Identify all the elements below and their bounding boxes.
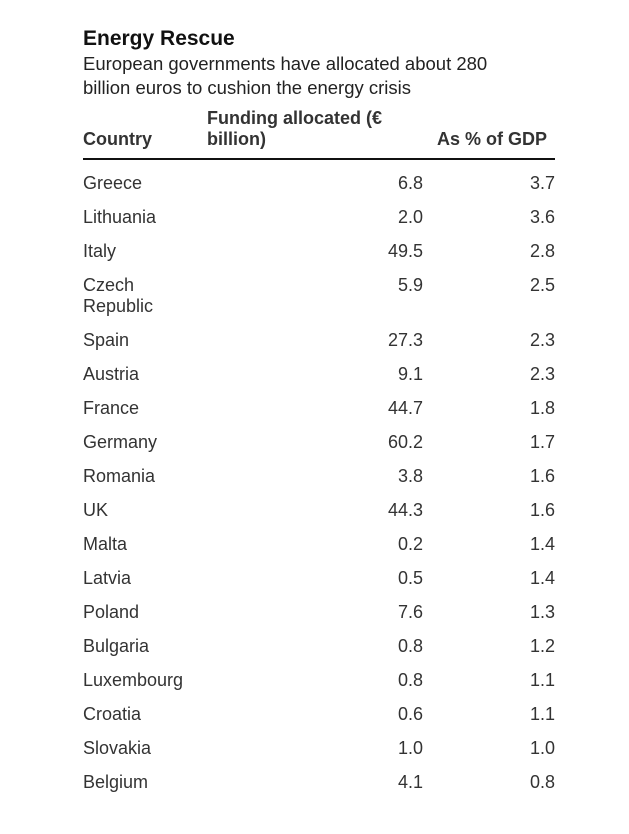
table-header-row: Country Funding allocated (€ billion) As…: [83, 108, 555, 160]
cell-country: Romania: [83, 466, 156, 486]
cell-gdp: 1.6: [529, 500, 555, 520]
cell-funding: 3.8: [397, 466, 423, 486]
cell-gdp: 1.3: [529, 602, 555, 622]
cell-country: Malta: [83, 534, 128, 554]
cell-funding: 6.8: [397, 173, 423, 193]
cell-funding: 0.6: [397, 704, 423, 724]
table-row: Luxembourg 0.8 1.1: [83, 664, 555, 698]
table-row: Czech Republic 5.9 2.5: [83, 269, 555, 324]
table-row: Belgium 4.1 0.8: [83, 766, 555, 800]
table-row: Spain 27.3 2.3: [83, 324, 555, 358]
cell-gdp: 1.6: [529, 466, 555, 486]
column-header-country: Country: [83, 108, 207, 160]
table-row: Romania 3.8 1.6: [83, 460, 555, 494]
table-row: Lithuania 2.0 3.6: [83, 201, 555, 235]
table-row: Poland 7.6 1.3: [83, 596, 555, 630]
cell-country: Germany: [83, 432, 158, 452]
cell-funding: 0.8: [397, 636, 423, 656]
column-header-gdp: As % of GDP: [423, 108, 555, 160]
cell-gdp: 3.7: [529, 173, 555, 193]
cell-gdp: 1.1: [529, 670, 555, 690]
table-row: Malta 0.2 1.4: [83, 528, 555, 562]
cell-country: Bulgaria: [83, 636, 150, 656]
cell-country: Czech Republic: [83, 275, 154, 316]
table-row: Croatia 0.6 1.1: [83, 698, 555, 732]
cell-gdp: 2.8: [529, 241, 555, 261]
cell-country: Austria: [83, 364, 140, 384]
cell-gdp: 2.3: [529, 330, 555, 350]
cell-gdp: 2.3: [529, 364, 555, 384]
data-table: Country Funding allocated (€ billion) As…: [83, 108, 555, 800]
cell-country: Lithuania: [83, 207, 157, 227]
cell-country: Luxembourg: [83, 670, 184, 690]
cell-funding: 1.0: [397, 738, 423, 758]
cell-country: Greece: [83, 173, 143, 193]
cell-gdp: 1.0: [529, 738, 555, 758]
table-body: Greece 6.8 3.7 Lithuania 2.0 3.6 Italy 49.5 2.8 C…: [83, 159, 555, 800]
cell-funding: 0.2: [397, 534, 423, 554]
cell-gdp: 1.8: [529, 398, 555, 418]
table-row: Italy 49.5 2.8: [83, 235, 555, 269]
cell-funding: 49.5: [387, 241, 423, 261]
cell-gdp: 0.8: [529, 772, 555, 792]
cell-gdp: 2.5: [529, 275, 555, 295]
table-row: France 44.7 1.8: [83, 392, 555, 426]
cell-country: Poland: [83, 602, 140, 622]
cell-gdp: 1.7: [529, 432, 555, 452]
table-row: UK 44.3 1.6: [83, 494, 555, 528]
cell-gdp: 3.6: [529, 207, 555, 227]
cell-funding: 4.1: [397, 772, 423, 792]
energy-rescue-table-chart: Energy Rescue European governments have …: [83, 26, 555, 800]
column-header-funding: Funding allocated (€ billion): [207, 108, 423, 160]
cell-funding: 5.9: [397, 275, 423, 295]
cell-funding: 9.1: [397, 364, 423, 384]
cell-gdp: 1.4: [529, 568, 555, 588]
cell-funding: 60.2: [387, 432, 423, 452]
cell-gdp: 1.1: [529, 704, 555, 724]
cell-gdp: 1.4: [529, 534, 555, 554]
cell-country: Belgium: [83, 772, 149, 792]
cell-country: Spain: [83, 330, 130, 350]
chart-title: Energy Rescue: [83, 27, 235, 50]
cell-gdp: 1.2: [529, 636, 555, 656]
cell-funding: 2.0: [397, 207, 423, 227]
cell-country: Italy: [83, 241, 117, 261]
table-row: Austria 9.1 2.3: [83, 358, 555, 392]
cell-funding: 7.6: [397, 602, 423, 622]
cell-funding: 0.8: [397, 670, 423, 690]
table-row: Bulgaria 0.8 1.2: [83, 630, 555, 664]
cell-country: France: [83, 398, 140, 418]
cell-country: Latvia: [83, 568, 132, 588]
cell-funding: 27.3: [387, 330, 423, 350]
cell-country: Slovakia: [83, 738, 152, 758]
cell-funding: 0.5: [397, 568, 423, 588]
cell-country: Croatia: [83, 704, 142, 724]
table-row: Germany 60.2 1.7: [83, 426, 555, 460]
chart-subtitle: European governments have allocated abou…: [83, 53, 488, 98]
cell-funding: 44.7: [387, 398, 423, 418]
table-row: Greece 6.8 3.7: [83, 159, 555, 201]
cell-country: UK: [83, 500, 109, 520]
table-row: Latvia 0.5 1.4: [83, 562, 555, 596]
cell-funding: 44.3: [387, 500, 423, 520]
table-row: Slovakia 1.0 1.0: [83, 732, 555, 766]
